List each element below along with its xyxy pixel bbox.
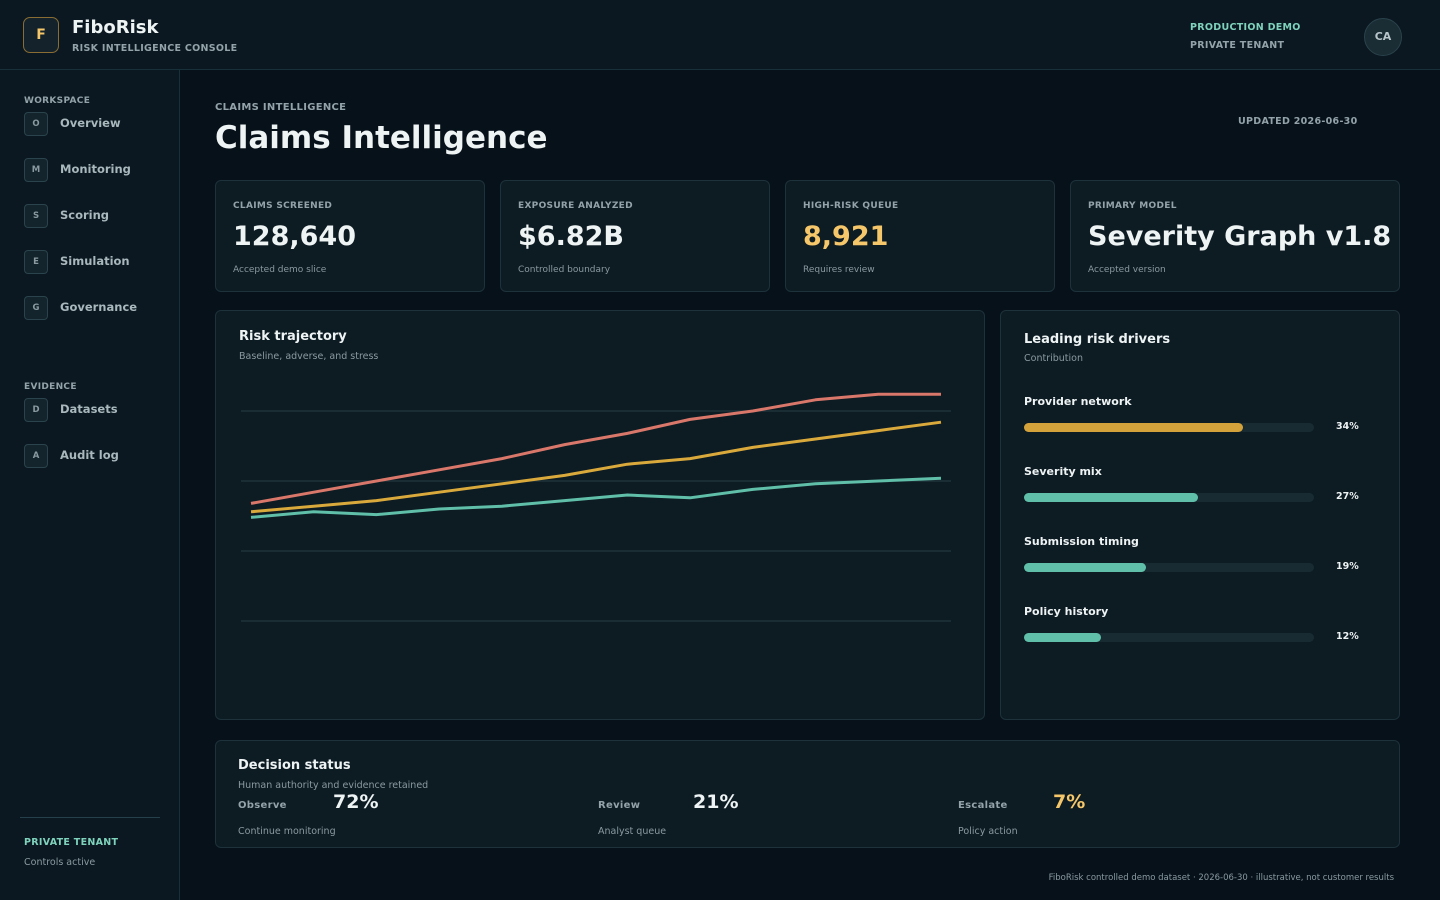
decision-label: Review — [598, 800, 641, 811]
kpi-note: Controlled boundary — [518, 265, 611, 275]
nav-icon[interactable]: A — [24, 444, 48, 468]
decision-subtitle: Human authority and evidence retained — [238, 780, 429, 791]
divider — [20, 817, 160, 818]
kpi-card: PRIMARY MODEL Severity Graph v1.8 Accepted… — [1070, 180, 1400, 292]
page-title: Claims Intelligence — [215, 120, 548, 156]
eyebrow: CLAIMS INTELLIGENCE — [215, 102, 347, 113]
decision-value: 7% — [1053, 791, 1086, 813]
drivers-card: Leading risk drivers Contribution Provid… — [1000, 310, 1400, 720]
kpi-card: EXPOSURE ANALYZED $6.82B Controlled bounda… — [500, 180, 770, 292]
driver-label: Provider network — [1024, 395, 1132, 408]
nav-icon[interactable]: D — [24, 398, 48, 422]
nav-label[interactable]: Governance — [60, 300, 138, 314]
kpi-value: 128,640 — [233, 221, 356, 252]
driver-bar — [1024, 493, 1198, 502]
kpi-card: CLAIMS SCREENED 128,640 Accepted demo slic… — [215, 180, 485, 292]
driver-bar — [1024, 563, 1147, 572]
footer-note: FiboRisk controlled demo dataset · 2026-… — [1048, 873, 1394, 883]
chart-card: Risk trajectory Baseline, adverse, and s… — [215, 310, 985, 720]
nav-label[interactable]: Monitoring — [60, 162, 131, 176]
drivers-subtitle: Contribution — [1024, 353, 1083, 364]
driver-bar — [1024, 633, 1102, 642]
kpi-value: Severity Graph v1.8 — [1088, 221, 1392, 252]
brand-name: FiboRisk — [72, 17, 159, 38]
sidebar: PRIVATE TENANT Controls active WORKSPACE… — [0, 70, 180, 900]
avatar[interactable]: CA — [1364, 18, 1402, 56]
nav-label[interactable]: Overview — [60, 116, 121, 130]
decision-title: Decision status — [238, 758, 351, 773]
nav-label[interactable]: Scoring — [60, 208, 110, 222]
decision-value: 72% — [333, 791, 379, 813]
kpi-note: Accepted demo slice — [233, 265, 327, 275]
driver-label: Submission timing — [1024, 535, 1139, 548]
drivers-title: Leading risk drivers — [1024, 332, 1171, 347]
driver-label: Severity mix — [1024, 465, 1102, 478]
logo[interactable]: F — [23, 17, 59, 53]
driver-value-label: 19% — [1336, 561, 1359, 572]
environment: PRODUCTION DEMO — [1190, 22, 1301, 33]
decision-note: Continue monitoring — [238, 826, 336, 837]
line-chart: Risk trajectory Baseline, adverse, and s… — [239, 329, 951, 622]
kpi-label: HIGH-RISK QUEUE — [803, 201, 899, 211]
section-title: EVIDENCE — [24, 382, 77, 392]
kpi-note: Accepted version — [1088, 265, 1166, 275]
kpi-value: $6.82B — [518, 221, 624, 252]
top-bar: F FiboRisk RISK INTELLIGENCE CONSOLE PRO… — [0, 0, 1440, 70]
kpi-label: CLAIMS SCREENED — [233, 201, 333, 211]
kpi-label: PRIMARY MODEL — [1088, 201, 1177, 211]
chart-title: Risk trajectory — [239, 329, 347, 344]
decision-card: Decision status Human authority and evid… — [215, 740, 1400, 848]
nav-label[interactable]: Datasets — [60, 402, 118, 416]
driver-label: Policy history — [1024, 605, 1109, 618]
decision-label: Observe — [238, 800, 287, 811]
sidebar-footer-title: PRIVATE TENANT — [24, 837, 119, 848]
driver-value-label: 34% — [1336, 421, 1359, 432]
driver-bar — [1024, 423, 1244, 432]
decision-note: Analyst queue — [598, 826, 667, 837]
nav-label[interactable]: Audit log — [60, 448, 119, 462]
sidebar-footer-status: Controls active — [24, 857, 96, 868]
decision-label: Escalate — [958, 800, 1008, 811]
nav-icon[interactable]: M — [24, 158, 48, 182]
tenant: PRIVATE TENANT — [1190, 40, 1285, 51]
nav-icon[interactable]: O — [24, 112, 48, 136]
kpi-label: EXPOSURE ANALYZED — [518, 201, 633, 211]
nav-icon[interactable]: G — [24, 296, 48, 320]
chart-subtitle: Baseline, adverse, and stress — [239, 351, 378, 362]
updated: UPDATED 2026-06-30 — [1238, 116, 1358, 127]
section-title: WORKSPACE — [24, 96, 91, 106]
kpi-value: 8,921 — [803, 221, 889, 252]
driver-value-label: 27% — [1336, 491, 1359, 502]
driver-track — [1024, 633, 1314, 642]
decision-note: Policy action — [958, 826, 1018, 837]
series-line — [250, 392, 941, 505]
nav-icon[interactable]: E — [24, 250, 48, 274]
kpi-card: HIGH-RISK QUEUE 8,921 Requires review — [785, 180, 1055, 292]
nav-icon[interactable]: S — [24, 204, 48, 228]
series-line — [250, 476, 942, 519]
kpi-note: Requires review — [803, 265, 875, 275]
decision-value: 21% — [693, 791, 739, 813]
series-line — [250, 420, 942, 514]
driver-track — [1024, 563, 1314, 572]
driver-value-label: 12% — [1336, 631, 1359, 642]
brand-tagline: RISK INTELLIGENCE CONSOLE — [72, 43, 238, 54]
nav-label[interactable]: Simulation — [60, 254, 130, 268]
